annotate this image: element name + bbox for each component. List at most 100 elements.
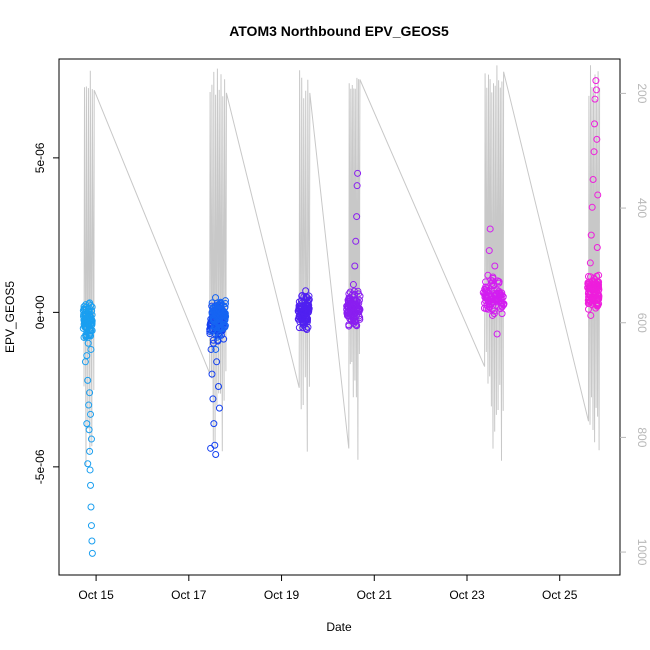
data-point bbox=[594, 191, 602, 199]
data-point bbox=[301, 298, 309, 306]
data-point bbox=[213, 358, 221, 366]
data-point bbox=[221, 304, 229, 312]
data-point bbox=[494, 277, 502, 285]
data-point bbox=[496, 291, 504, 299]
data-point bbox=[216, 307, 224, 315]
data-point bbox=[214, 333, 222, 341]
series-6 bbox=[584, 77, 603, 319]
data-point bbox=[488, 279, 496, 287]
x-tick-label-3: Oct 21 bbox=[357, 588, 393, 602]
data-point bbox=[87, 410, 95, 418]
y-axis-label: EPV_GEOS5 bbox=[3, 281, 17, 353]
data-point bbox=[588, 297, 596, 305]
data-point bbox=[83, 352, 91, 360]
y-tick-label-0: -5e-06 bbox=[33, 449, 47, 484]
data-point bbox=[344, 303, 352, 311]
data-point bbox=[591, 95, 599, 103]
x-axis-label: Date bbox=[326, 620, 352, 634]
data-point bbox=[498, 302, 506, 310]
data-point bbox=[353, 213, 361, 221]
data-point bbox=[489, 295, 497, 303]
data-point bbox=[87, 503, 95, 511]
data-point bbox=[84, 339, 92, 347]
series-0 bbox=[79, 299, 96, 557]
series-3 bbox=[294, 287, 313, 334]
data-point bbox=[584, 290, 592, 298]
data-point bbox=[587, 311, 595, 319]
data-point bbox=[355, 296, 363, 304]
data-point bbox=[350, 309, 358, 317]
data-point bbox=[593, 243, 601, 251]
data-point bbox=[304, 297, 312, 305]
data-point bbox=[492, 290, 500, 298]
data-point bbox=[490, 310, 498, 318]
data-point bbox=[220, 335, 228, 343]
data-point bbox=[500, 300, 508, 308]
x-tick-label-4: Oct 23 bbox=[449, 588, 485, 602]
data-point bbox=[485, 247, 493, 255]
x-tick-label-5: Oct 25 bbox=[542, 588, 578, 602]
data-point bbox=[87, 522, 95, 530]
data-point bbox=[88, 549, 96, 557]
data-point bbox=[221, 312, 229, 320]
data-point bbox=[346, 288, 354, 296]
right-tick-label-4: 1000 bbox=[635, 539, 649, 566]
pressure-tracks bbox=[83, 65, 601, 466]
data-point bbox=[216, 331, 224, 339]
data-point bbox=[81, 306, 89, 314]
data-point bbox=[593, 135, 601, 143]
data-point bbox=[587, 273, 595, 281]
data-point bbox=[351, 296, 359, 304]
data-point bbox=[295, 315, 303, 323]
data-point bbox=[489, 273, 497, 281]
data-point bbox=[87, 345, 95, 353]
data-points bbox=[79, 77, 603, 557]
data-point bbox=[491, 262, 499, 270]
data-point bbox=[589, 176, 597, 184]
data-point bbox=[218, 324, 226, 332]
data-point bbox=[351, 262, 359, 270]
y-tick-label-1: 0e+00 bbox=[33, 295, 47, 329]
right-tick-label-0: 200 bbox=[635, 83, 649, 103]
data-point bbox=[354, 306, 362, 314]
data-point bbox=[209, 395, 217, 403]
data-point bbox=[482, 278, 490, 286]
pressure-track-line bbox=[83, 65, 601, 466]
data-point bbox=[299, 308, 307, 316]
data-point bbox=[222, 297, 230, 305]
data-point bbox=[297, 304, 305, 312]
data-point bbox=[486, 225, 494, 233]
data-point bbox=[88, 319, 96, 327]
data-point bbox=[81, 358, 89, 366]
data-point bbox=[304, 323, 312, 331]
data-point bbox=[587, 231, 595, 239]
data-point bbox=[490, 307, 498, 315]
data-point bbox=[212, 345, 220, 353]
right-tick-label-3: 800 bbox=[635, 427, 649, 447]
data-point bbox=[86, 389, 94, 397]
data-point bbox=[484, 271, 492, 279]
series-4 bbox=[343, 169, 364, 330]
data-point bbox=[595, 283, 603, 291]
data-point bbox=[207, 345, 215, 353]
right-axis: 200 400 600 800 1000 bbox=[620, 83, 649, 566]
data-point bbox=[588, 203, 596, 211]
data-point bbox=[305, 292, 313, 300]
data-point bbox=[482, 294, 490, 302]
series-2 bbox=[208, 294, 230, 353]
data-point bbox=[83, 420, 91, 428]
data-point bbox=[82, 301, 90, 309]
data-point bbox=[210, 314, 218, 322]
data-point bbox=[352, 237, 360, 245]
data-point bbox=[493, 286, 501, 294]
data-point bbox=[586, 259, 594, 267]
data-point bbox=[214, 383, 222, 391]
data-point bbox=[215, 404, 223, 412]
data-point bbox=[301, 317, 309, 325]
data-point bbox=[295, 324, 303, 332]
data-point bbox=[498, 310, 506, 318]
data-point bbox=[584, 273, 592, 281]
data-point bbox=[211, 303, 219, 311]
data-point bbox=[592, 77, 600, 85]
data-point bbox=[299, 324, 307, 332]
